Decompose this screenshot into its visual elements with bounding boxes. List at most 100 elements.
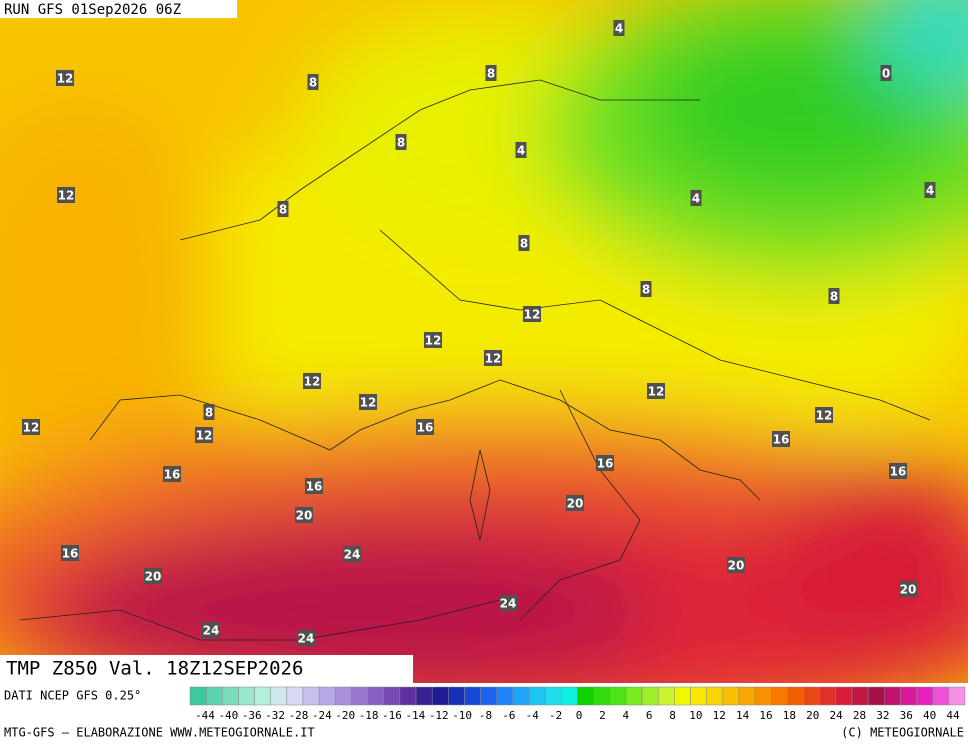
scale-label: -8 bbox=[479, 709, 492, 722]
scale-label: -18 bbox=[359, 709, 379, 722]
label-box bbox=[499, 595, 517, 611]
isotherm-label: 8 bbox=[520, 237, 528, 251]
color-swatch bbox=[544, 686, 562, 706]
run-info: RUN GFS 01Sep2026 06Z bbox=[4, 2, 181, 18]
header-box bbox=[0, 0, 237, 18]
scale-label: -24 bbox=[312, 709, 332, 722]
label-box bbox=[359, 394, 377, 410]
scale-label: 10 bbox=[689, 709, 702, 722]
label-box bbox=[295, 507, 313, 523]
label-box bbox=[424, 332, 442, 348]
label-box bbox=[22, 419, 40, 435]
color-swatch bbox=[561, 686, 578, 706]
color-swatch bbox=[351, 686, 368, 706]
color-swatch bbox=[593, 686, 611, 706]
label-box bbox=[772, 431, 790, 447]
color-swatch bbox=[480, 686, 498, 706]
color-swatch bbox=[496, 686, 514, 706]
label-box bbox=[518, 235, 530, 251]
color-swatch bbox=[867, 686, 885, 706]
scale-label: 24 bbox=[830, 709, 844, 722]
label-box bbox=[880, 65, 892, 81]
map-title: TMP Z850 Val. 18Z12SEP2026 bbox=[6, 658, 303, 680]
scale-label: -36 bbox=[242, 709, 262, 722]
scale-label: 44 bbox=[946, 709, 960, 722]
color-swatch bbox=[900, 686, 917, 706]
isotherm-label: 16 bbox=[890, 465, 907, 479]
scale-label: 16 bbox=[759, 709, 772, 722]
label-box bbox=[57, 187, 75, 203]
isotherm-label: 12 bbox=[425, 334, 442, 348]
title-box bbox=[0, 655, 413, 683]
label-box bbox=[195, 427, 213, 443]
color-swatch bbox=[286, 686, 304, 706]
scale-label: 18 bbox=[783, 709, 796, 722]
color-swatch bbox=[819, 686, 837, 706]
label-box bbox=[395, 134, 407, 150]
scale-label: 0 bbox=[576, 709, 583, 722]
label-box bbox=[899, 581, 917, 597]
color-swatch bbox=[335, 686, 352, 706]
label-box bbox=[56, 70, 74, 86]
isotherm-label: 20 bbox=[145, 570, 162, 584]
label-box bbox=[828, 288, 840, 304]
isotherm-label: 8 bbox=[279, 203, 287, 217]
isotherm-label: 12 bbox=[304, 375, 321, 389]
scale-label: -12 bbox=[429, 709, 449, 722]
scale-label: -28 bbox=[289, 709, 309, 722]
isotherm-label: 12 bbox=[57, 72, 74, 86]
label-box bbox=[640, 281, 652, 297]
label-box bbox=[647, 383, 665, 399]
color-swatch bbox=[625, 686, 643, 706]
isotherm-label: 4 bbox=[926, 184, 934, 198]
label-box bbox=[596, 455, 614, 471]
isotherm-label: 24 bbox=[500, 597, 517, 611]
color-swatch bbox=[835, 686, 853, 706]
scale-label: -16 bbox=[382, 709, 402, 722]
label-box bbox=[297, 630, 315, 646]
isotherm-label: 12 bbox=[485, 352, 502, 366]
isotherm-label: 20 bbox=[728, 559, 745, 573]
label-box bbox=[690, 190, 702, 206]
color-swatch bbox=[851, 686, 869, 706]
isotherm-label: 12 bbox=[23, 421, 40, 435]
color-swatch bbox=[383, 686, 401, 706]
color-swatch bbox=[205, 686, 223, 706]
isotherm-label: 12 bbox=[524, 308, 541, 322]
isotherm-label: 8 bbox=[487, 67, 495, 81]
scale-label: 36 bbox=[900, 709, 913, 722]
color-swatch bbox=[448, 686, 465, 706]
isotherm-label: 0 bbox=[882, 67, 890, 81]
scale-label: -20 bbox=[335, 709, 355, 722]
isotherm-label: 12 bbox=[816, 409, 833, 423]
scale-label: 2 bbox=[599, 709, 606, 722]
label-box bbox=[416, 419, 434, 435]
isotherm-label: 12 bbox=[196, 429, 213, 443]
color-swatch bbox=[738, 686, 756, 706]
color-swatch bbox=[254, 686, 271, 706]
scale-label: -32 bbox=[265, 709, 285, 722]
isotherm-label: 20 bbox=[296, 509, 313, 523]
isotherm-label: 16 bbox=[62, 547, 79, 561]
scale-label: -2 bbox=[549, 709, 562, 722]
isotherm-label: 8 bbox=[642, 283, 650, 297]
color-swatch bbox=[238, 686, 255, 706]
label-box bbox=[303, 373, 321, 389]
scale-label: 40 bbox=[923, 709, 936, 722]
color-swatch bbox=[415, 686, 433, 706]
isotherm-labels: 4 12 8 8 0 8 4 12 8 4 4 8 8 8 12 12 12 12 12 12 8 12 12 16 12 16 1… bbox=[22, 20, 936, 646]
color-swatch bbox=[270, 686, 288, 706]
isotherm-label: 24 bbox=[344, 548, 361, 562]
color-swatch bbox=[787, 686, 804, 706]
color-swatch bbox=[657, 686, 675, 706]
label-box bbox=[815, 407, 833, 423]
isotherm-label: 16 bbox=[306, 480, 323, 494]
label-box bbox=[924, 182, 936, 198]
isotherm-label: 16 bbox=[417, 421, 434, 435]
scale-label: -6 bbox=[502, 709, 515, 722]
label-box bbox=[485, 65, 497, 81]
label-box bbox=[144, 568, 162, 584]
scale-label: -4 bbox=[526, 709, 540, 722]
